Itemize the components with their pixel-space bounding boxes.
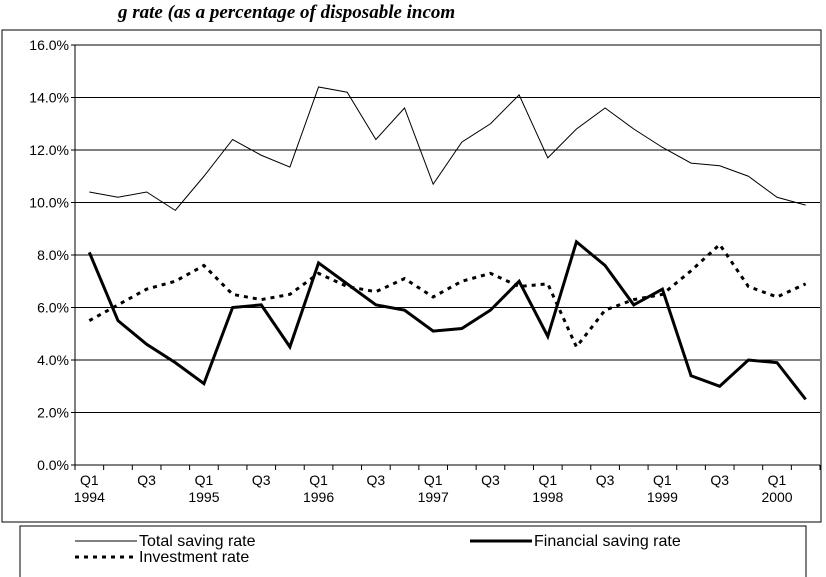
- x-tick-label: Q3: [481, 472, 500, 488]
- x-tick-label: Q1 2000: [761, 472, 792, 505]
- x-tick-label: Q3: [252, 472, 271, 488]
- y-tick-label: 8.0%: [37, 247, 69, 263]
- x-tick-label: Q3: [367, 472, 386, 488]
- y-tick-label: 12.0%: [29, 142, 69, 158]
- legend-box: [19, 525, 807, 577]
- y-tick-label: 10.0%: [29, 195, 69, 211]
- x-tick-label: Q3: [596, 472, 615, 488]
- x-tick-label: Q1 1995: [188, 472, 219, 505]
- x-tick-label: Q1 1999: [647, 472, 678, 505]
- y-tick-label: 0.0%: [37, 457, 69, 473]
- x-tick-label: Q1 1998: [532, 472, 563, 505]
- series-line: [87, 239, 807, 401]
- x-tick-label: Q1 1994: [74, 472, 105, 505]
- y-tick-label: 6.0%: [37, 300, 69, 316]
- chart-title: g rate (as a percentage of disposable in…: [117, 2, 455, 23]
- x-tick-label: Q1 1997: [418, 472, 449, 505]
- legend-label: Total saving rate: [139, 533, 256, 550]
- x-tick-label: Q3: [710, 472, 729, 488]
- y-tick-label: 4.0%: [37, 352, 69, 368]
- legend-label: Investment rate: [139, 549, 249, 566]
- series-line: [89, 86, 806, 212]
- y-tick-label: 2.0%: [37, 405, 69, 421]
- legend-label: Financial saving rate: [534, 533, 681, 550]
- x-tick-label: Q1 1996: [303, 472, 334, 505]
- chart-frame: [1, 29, 822, 523]
- y-tick-label: 14.0%: [29, 90, 69, 106]
- series-line: [88, 242, 807, 350]
- x-tick-label: Q3: [137, 472, 156, 488]
- y-tick-label: 16.0%: [29, 37, 69, 53]
